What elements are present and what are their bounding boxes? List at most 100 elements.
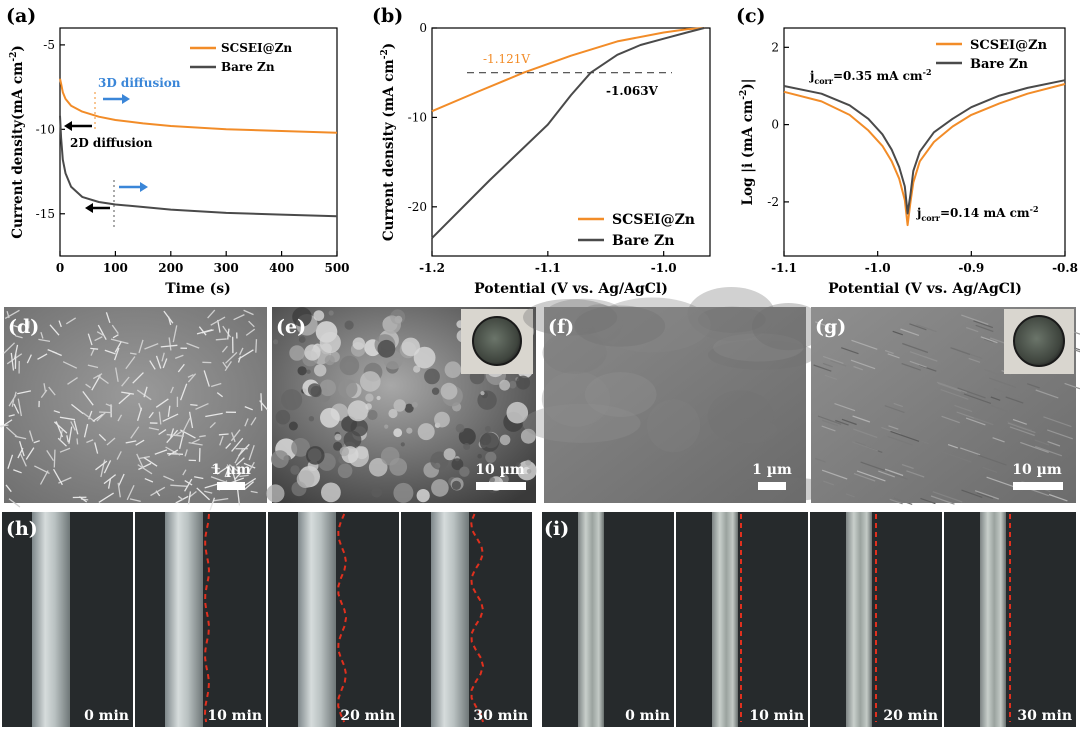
striation xyxy=(893,402,903,408)
flake xyxy=(17,390,32,395)
particle xyxy=(275,409,291,425)
sem-image-d: (d) 1 µm xyxy=(0,307,269,511)
striation xyxy=(1027,383,1040,389)
striation xyxy=(889,498,903,505)
flake xyxy=(219,435,224,446)
flake xyxy=(110,338,129,345)
striation xyxy=(830,359,847,367)
striation xyxy=(821,425,836,432)
striation xyxy=(892,330,903,336)
striation xyxy=(973,417,994,426)
flake xyxy=(90,348,95,356)
flake xyxy=(203,370,210,387)
zinc-electrode xyxy=(980,512,1006,727)
particle xyxy=(288,421,298,431)
flake xyxy=(230,429,241,442)
particle xyxy=(333,441,343,451)
flake xyxy=(86,439,94,444)
surface-patch xyxy=(713,333,804,362)
particle xyxy=(344,320,354,330)
flake xyxy=(53,449,56,468)
panel-label-d: (d) xyxy=(8,316,39,338)
particle xyxy=(339,446,349,457)
flake xyxy=(112,334,119,339)
particle xyxy=(377,339,396,358)
surface-patch xyxy=(584,372,657,417)
flake xyxy=(244,418,249,427)
axis-ticks-c: -1.1 -1.0 -0.9 -0.8 2 0 -2 xyxy=(767,40,1078,275)
flake xyxy=(104,349,116,355)
flake xyxy=(105,312,111,324)
flake xyxy=(179,383,188,401)
flake xyxy=(111,324,119,334)
particle xyxy=(459,466,470,477)
legend-label-bare: Bare Zn xyxy=(221,60,275,74)
striation xyxy=(841,347,859,355)
flake-texture xyxy=(0,309,269,511)
surface-patch xyxy=(575,304,623,344)
striation xyxy=(980,336,998,344)
flake xyxy=(85,383,91,389)
series-line-bare-zn xyxy=(783,79,1066,215)
flake xyxy=(239,474,249,478)
flake xyxy=(248,444,255,461)
panel-label-h: (h) xyxy=(6,518,38,540)
flake xyxy=(150,486,166,497)
striation xyxy=(976,492,994,500)
flake xyxy=(198,326,207,336)
flake xyxy=(234,471,242,481)
particle xyxy=(434,411,450,428)
time-label: 20 min xyxy=(883,708,938,724)
particle xyxy=(480,391,485,396)
striation xyxy=(822,355,844,365)
scale-bar-d xyxy=(217,482,245,490)
flake xyxy=(222,325,232,338)
flake xyxy=(191,438,200,444)
flake xyxy=(11,399,15,407)
panel-label-i: (i) xyxy=(544,518,569,540)
particle xyxy=(411,401,418,408)
flake xyxy=(235,457,245,466)
flake xyxy=(10,352,15,371)
flake xyxy=(82,412,96,423)
jcorr-bare-sup: -2 xyxy=(923,67,932,77)
annotation-3d-diffusion: 3D diffusion xyxy=(98,76,181,90)
striation xyxy=(947,444,958,449)
y-axis-title-b-sup: -2 xyxy=(380,49,390,59)
flake xyxy=(182,469,187,476)
flake xyxy=(155,398,169,408)
panel-label-a: (a) xyxy=(6,5,36,27)
flake xyxy=(39,470,49,485)
flake xyxy=(37,353,48,360)
flake xyxy=(83,423,89,438)
striation xyxy=(852,428,878,439)
flake xyxy=(187,373,197,383)
surface-patch xyxy=(725,418,778,444)
striation xyxy=(881,426,902,435)
plot-frame-b xyxy=(431,27,711,257)
optical-frame: 0 min xyxy=(542,512,674,727)
particle xyxy=(289,345,305,361)
flake xyxy=(98,492,114,503)
flake xyxy=(17,398,23,417)
flake xyxy=(125,356,136,370)
y-axis-title-a-close: ) xyxy=(10,45,26,51)
panel-label-c: (c) xyxy=(736,5,766,27)
y-axis-title-a-main: Current density(mA cm xyxy=(10,62,26,239)
striation xyxy=(851,339,878,350)
flake xyxy=(255,339,258,353)
particle xyxy=(384,424,389,429)
flake xyxy=(243,309,254,316)
flake xyxy=(184,480,193,486)
flake xyxy=(117,473,125,487)
flake xyxy=(209,421,216,429)
particle xyxy=(343,430,362,449)
flake xyxy=(118,393,131,405)
striation xyxy=(932,491,963,503)
jcorr-scsei-rest: =0.14 mA cm xyxy=(940,206,1030,220)
y-tick-label-c: -2 xyxy=(767,195,779,209)
particle xyxy=(296,470,315,488)
flake xyxy=(15,335,23,339)
series-group-b xyxy=(431,27,705,239)
flake xyxy=(194,476,204,480)
